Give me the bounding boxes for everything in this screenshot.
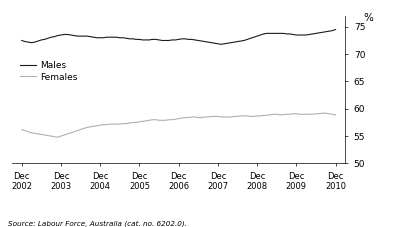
Y-axis label: %: % [364, 13, 374, 23]
Text: Source: Labour Force, Australia (cat. no. 6202.0).: Source: Labour Force, Australia (cat. no… [8, 220, 187, 227]
Males [176, 38, 181, 41]
Females [19, 128, 24, 131]
Females [264, 114, 269, 117]
Males [19, 39, 24, 42]
Line: Males: Males [22, 30, 335, 44]
Females [55, 136, 60, 138]
Females [104, 123, 109, 126]
Males [199, 40, 204, 42]
Males [42, 38, 47, 41]
Males [333, 28, 338, 31]
Males [29, 41, 34, 44]
Females [42, 134, 47, 136]
Legend: Males, Females: Males, Females [16, 57, 81, 85]
Females [320, 112, 325, 115]
Females [29, 131, 34, 134]
Line: Females: Females [22, 113, 335, 137]
Females [333, 114, 338, 116]
Females [179, 117, 184, 119]
Males [219, 43, 224, 46]
Males [264, 32, 269, 35]
Males [101, 36, 106, 39]
Females [202, 116, 207, 118]
